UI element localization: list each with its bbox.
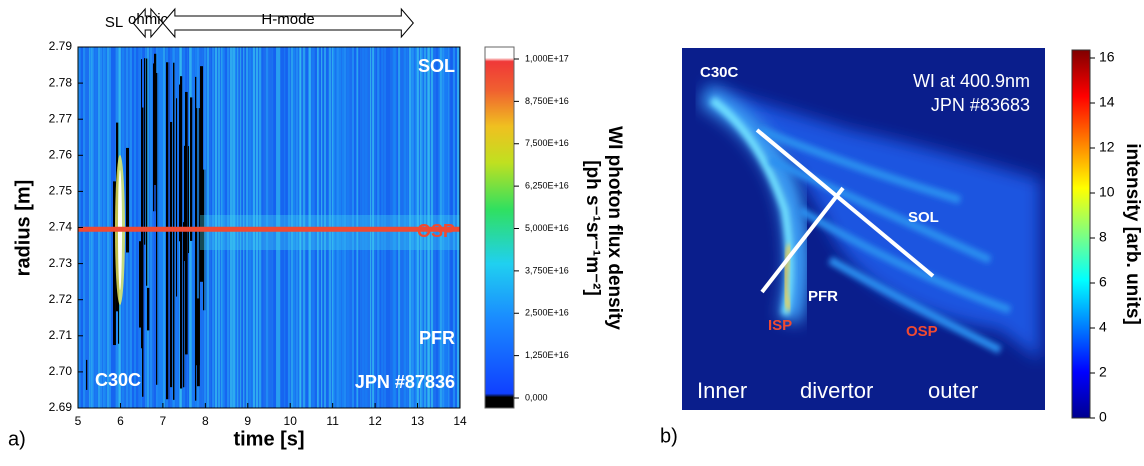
y-axis-label: radius [m] xyxy=(12,180,34,277)
panel-label: a) xyxy=(8,428,26,450)
annotation: Inner xyxy=(697,378,747,403)
y-tick-label: 2.77 xyxy=(49,111,73,125)
x-tick-label: 9 xyxy=(244,414,251,428)
annotation: SOL xyxy=(418,56,455,76)
heatmap-band xyxy=(200,215,460,250)
colorbar-tick-label: 6,250E+16 xyxy=(525,181,569,191)
annotation: OSP xyxy=(417,221,455,241)
annotation: PFR xyxy=(808,288,838,305)
annotation: SOL xyxy=(908,209,939,226)
y-tick-label: 2.75 xyxy=(49,184,73,198)
phase-label: ohmic xyxy=(128,11,169,28)
colorbar-tick-label: 7,500E+16 xyxy=(525,138,569,148)
colorbar xyxy=(484,46,515,409)
colorbar-tick-label: 16 xyxy=(1099,49,1115,65)
y-tick-label: 2.79 xyxy=(49,39,73,53)
annotation: C30C xyxy=(700,64,739,81)
colorbar-tick-label: 14 xyxy=(1099,94,1115,110)
heatmap-cell xyxy=(126,147,130,253)
colorbar-tick-label: 10 xyxy=(1099,184,1115,200)
heatmap-cell xyxy=(197,298,200,387)
y-tick-label: 2.73 xyxy=(49,256,73,270)
x-tick-label: 12 xyxy=(368,414,382,428)
colorbar-tick-label: 4 xyxy=(1099,319,1107,335)
x-tick-label: 14 xyxy=(453,414,467,428)
heatmap-cell xyxy=(147,287,150,331)
heatmap-cell xyxy=(141,59,143,349)
x-axis-label: time [s] xyxy=(233,428,304,450)
colorbar-tick-label: 8,750E+16 xyxy=(525,96,569,106)
panel-label: b) xyxy=(660,425,678,447)
annotation: C30C xyxy=(95,370,141,390)
heatmap-cell xyxy=(190,97,194,241)
x-tick-label: 7 xyxy=(160,414,167,428)
heatmap-cell xyxy=(188,146,190,254)
colorbar xyxy=(1071,49,1091,419)
x-tick-label: 5 xyxy=(75,414,82,428)
image-glow xyxy=(699,85,1040,360)
heatmap-cell xyxy=(142,107,144,397)
panel-a: a) time [s] radius [m] SOL OSP PFR C30C … xyxy=(8,7,625,450)
annotation: JPN #87836 xyxy=(355,372,455,392)
x-tick-label: 13 xyxy=(411,414,425,428)
heatmap xyxy=(78,47,460,408)
annotation: outer xyxy=(928,378,978,403)
y-tick-label: 2.76 xyxy=(49,147,73,161)
y-tick-label: 2.74 xyxy=(49,220,73,234)
heatmap-cell xyxy=(185,91,188,355)
colorbar-tick-label: 8 xyxy=(1099,229,1107,245)
heatmap-cell xyxy=(170,121,173,388)
y-tick-label: 2.69 xyxy=(49,400,73,414)
x-tick-label: 10 xyxy=(284,414,298,428)
colorbar-tick-label: 5,000E+16 xyxy=(525,223,569,233)
heatmap-cell xyxy=(176,98,178,297)
annotation: PFR xyxy=(419,328,455,348)
heatmap-cell xyxy=(200,66,204,282)
y-tick-label: 2.72 xyxy=(49,292,73,306)
annotation: JPN #83683 xyxy=(931,95,1030,115)
heatmap-cell xyxy=(180,76,183,389)
x-tick-label: 6 xyxy=(117,414,124,428)
line-of-sight xyxy=(755,128,935,278)
heatmap-cell xyxy=(139,241,143,328)
x-tick-label: 8 xyxy=(202,414,209,428)
y-tick-label: 2.78 xyxy=(49,75,73,89)
annotation: WI at 400.9nm xyxy=(913,71,1030,91)
annotation: divertor xyxy=(800,378,873,403)
annotation: ISP xyxy=(768,317,792,334)
annotation: OSP xyxy=(906,323,938,340)
heatmap-cell xyxy=(113,181,116,346)
colorbar-tick-label: 0,000 xyxy=(525,392,548,402)
colorbar-tick-label: 2,500E+16 xyxy=(525,308,569,318)
y-tick-label: 2.71 xyxy=(49,328,73,342)
colorbar-tick-label: 1,250E+16 xyxy=(525,350,569,360)
colorbar-tick-label: 2 xyxy=(1099,364,1107,380)
colorbar-tick-label: 12 xyxy=(1099,139,1115,155)
colorbar-tick-label: 0 xyxy=(1099,409,1107,425)
colorbar-tick-label: 3,750E+16 xyxy=(525,265,569,275)
y-tick-label: 2.70 xyxy=(49,364,73,378)
phase-label: H-mode xyxy=(261,11,314,28)
colorbar-label: WI photon flux density xyxy=(604,126,625,330)
x-tick-label: 11 xyxy=(326,414,339,428)
colorbar-label: [ph s⁻¹sr⁻¹m⁻²] xyxy=(582,160,603,296)
colorbar-tick-label: 6 xyxy=(1099,274,1107,290)
phase-label: SL xyxy=(105,14,123,31)
line-of-sight xyxy=(760,186,845,294)
panel-b: b) C30C WI at 400.9nm JPN #83683 SOL PFR… xyxy=(660,48,1143,447)
colorbar-label: intensity [arb. units] xyxy=(1122,143,1143,325)
phase-arrow xyxy=(162,7,414,39)
colorbar-tick-label: 1,000E+17 xyxy=(525,53,569,63)
heatmap-cell xyxy=(154,53,157,185)
